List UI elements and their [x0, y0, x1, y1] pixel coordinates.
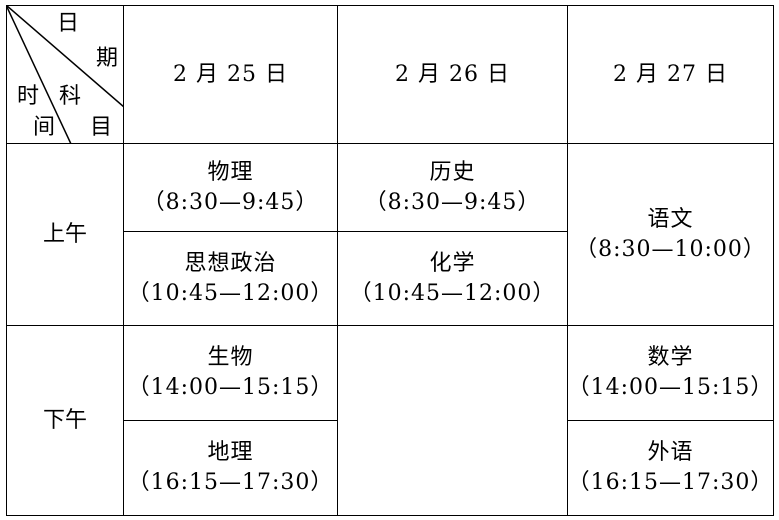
exam-cell: 外语 （16:15—17:30） [567, 420, 774, 516]
date-label: 2 月 26 日 [395, 61, 510, 87]
exam-time: （16:15—17:30） [567, 470, 774, 495]
exam-subject: 外语 [647, 440, 694, 465]
exam-subject: 历史 [429, 159, 476, 185]
date-label: 2 月 25 日 [173, 61, 288, 87]
corner-date-1: 日 [57, 11, 80, 36]
exam-time: （10:45—12:00） [349, 280, 556, 306]
corner-subject-2: 目 [90, 115, 113, 140]
period-label: 下午 [42, 407, 87, 433]
date-label: 2 月 27 日 [613, 61, 728, 87]
corner-time-1: 时 [17, 84, 40, 109]
corner-date-2: 期 [96, 46, 119, 71]
header-corner-cell: 日 期 科 目 时 间 [5, 4, 124, 144]
diagonal-lines [5, 4, 124, 144]
exam-time: （16:15—17:30） [127, 470, 334, 495]
exam-time: （8:30—10:00） [575, 236, 766, 262]
exam-time: （10:45—12:00） [127, 280, 334, 306]
exam-time: （14:00—15:15） [567, 375, 774, 400]
date-header-26: 2 月 26 日 [337, 5, 568, 144]
exam-subject: 思想政治 [184, 250, 277, 276]
period-afternoon: 下午 [6, 325, 124, 516]
period-label: 上午 [42, 221, 87, 247]
exam-cell: 思想政治 （10:45—12:00） [123, 231, 338, 326]
exam-subject: 物理 [207, 159, 254, 185]
exam-subject: 数学 [647, 345, 694, 370]
exam-time: （8:30—9:45） [364, 189, 541, 215]
corner-time-2: 间 [33, 115, 56, 140]
empty-cell [337, 325, 568, 516]
exam-cell: 地理 （16:15—17:30） [123, 420, 338, 516]
corner-subject-1: 科 [59, 84, 82, 109]
date-header-27: 2 月 27 日 [567, 5, 774, 144]
period-morning: 上午 [6, 143, 124, 326]
exam-cell: 语文 （8:30—10:00） [567, 143, 774, 326]
exam-time: （8:30—9:45） [142, 189, 319, 215]
exam-cell: 物理 （8:30—9:45） [123, 143, 338, 232]
exam-cell: 化学 （10:45—12:00） [337, 231, 568, 326]
date-header-25: 2 月 25 日 [123, 5, 338, 144]
exam-subject: 语文 [647, 206, 694, 232]
exam-subject: 生物 [207, 345, 254, 370]
exam-cell: 数学 （14:00—15:15） [567, 325, 774, 421]
exam-cell: 历史 （8:30—9:45） [337, 143, 568, 232]
exam-time: （14:00—15:15） [127, 375, 334, 400]
exam-subject: 化学 [429, 250, 476, 276]
exam-cell: 生物 （14:00—15:15） [123, 325, 338, 421]
exam-subject: 地理 [207, 440, 254, 465]
